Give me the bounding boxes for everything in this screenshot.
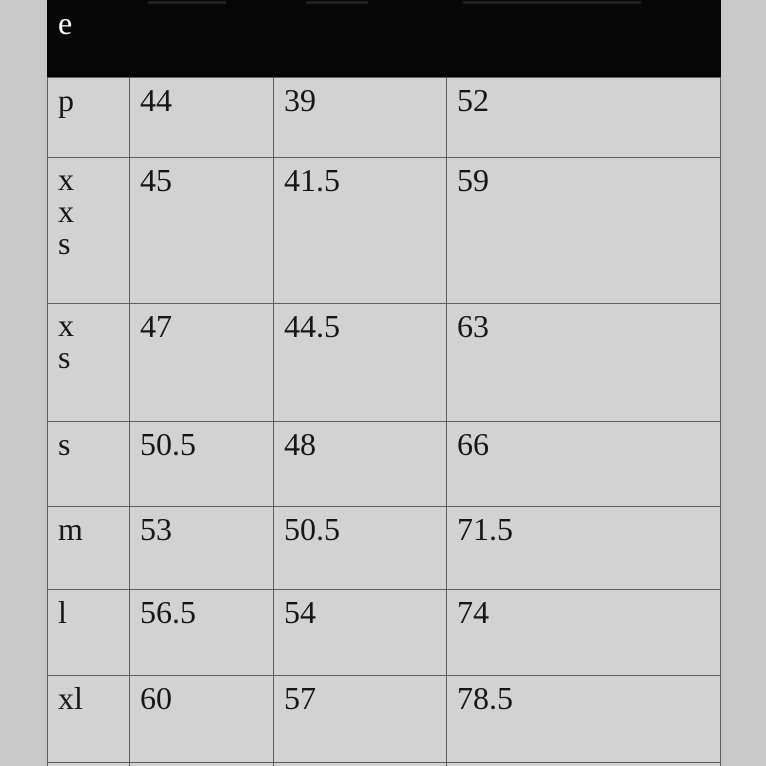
- size-label: s: [58, 426, 71, 462]
- measurement-cell: 66: [446, 421, 721, 507]
- cutoff-text-artifact: [306, 1, 368, 4]
- measurement-cell: 60: [129, 675, 274, 763]
- table-row: m 53 50.5 71.5: [47, 506, 721, 590]
- measurement-cell: 39: [273, 77, 447, 158]
- size-label-cell: s: [47, 421, 130, 507]
- measurement-cell: 45: [129, 157, 274, 304]
- size-label: xs: [58, 307, 74, 375]
- table-row: p 44 39 52: [47, 77, 721, 158]
- measurement-cell: 52: [446, 77, 721, 158]
- size-label-cell: l: [47, 589, 130, 676]
- table-row: s 50.5 48 66: [47, 421, 721, 507]
- table-row-partial: [47, 762, 721, 766]
- size-label-cell: xl: [47, 675, 130, 763]
- size-label: xxs: [58, 161, 74, 261]
- size-label: p: [58, 82, 74, 118]
- size-label-cell: [47, 762, 130, 766]
- table-row: xs 47 44.5 63: [47, 303, 721, 422]
- measurement-cell: 78.5: [446, 675, 721, 763]
- size-chart-table: e p 44 39 52 xxs 45 41.5 59 xs 47 44.5 63 s 50.5 48 66 m…: [47, 0, 721, 766]
- measurement-cell: 47: [129, 303, 274, 422]
- cutoff-text-artifact: [463, 1, 641, 4]
- measurement-cell: [129, 762, 274, 766]
- table-row: xxs 45 41.5 59: [47, 157, 721, 304]
- measurement-cell: 71.5: [446, 506, 721, 590]
- size-label: l: [58, 594, 67, 630]
- measurement-cell: 57: [273, 675, 447, 763]
- measurement-cell: [273, 762, 447, 766]
- measurement-cell: 54: [273, 589, 447, 676]
- cutoff-text-artifact: [148, 1, 226, 4]
- measurement-cell: 50.5: [129, 421, 274, 507]
- measurement-cell: 59: [446, 157, 721, 304]
- measurement-cell: 63: [446, 303, 721, 422]
- size-label: m: [58, 511, 83, 547]
- measurement-cell: 48: [273, 421, 447, 507]
- measurement-cell: 41.5: [273, 157, 447, 304]
- size-label-cell: xs: [47, 303, 130, 422]
- header-cell-size: e: [47, 0, 130, 78]
- table-header-row: e: [47, 0, 721, 78]
- measurement-cell: 56.5: [129, 589, 274, 676]
- measurement-cell: 53: [129, 506, 274, 590]
- header-label-partial: e: [58, 5, 73, 41]
- measurement-cell: 44.5: [273, 303, 447, 422]
- measurement-cell: [446, 762, 721, 766]
- table-row: l 56.5 54 74: [47, 589, 721, 676]
- measurement-cell: 44: [129, 77, 274, 158]
- header-cell-2: [273, 0, 447, 78]
- header-cell-3: [446, 0, 721, 78]
- size-label-cell: xxs: [47, 157, 130, 304]
- size-label-cell: p: [47, 77, 130, 158]
- measurement-cell: 74: [446, 589, 721, 676]
- table-row: xl 60 57 78.5: [47, 675, 721, 763]
- header-cell-1: [129, 0, 274, 78]
- measurement-cell: 50.5: [273, 506, 447, 590]
- size-label-cell: m: [47, 506, 130, 590]
- size-label: xl: [58, 680, 83, 716]
